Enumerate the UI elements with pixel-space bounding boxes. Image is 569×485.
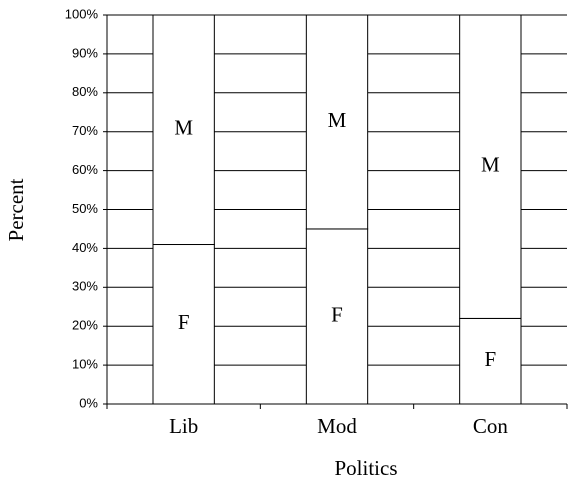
- y-tick-label: 0%: [79, 395, 98, 410]
- bar-segment: [305, 14, 369, 230]
- x-tick-label: Mod: [317, 414, 357, 438]
- y-tick-label: 20%: [72, 318, 98, 333]
- segment-label: F: [484, 347, 496, 371]
- bar-segment: [459, 317, 522, 405]
- y-axis-label: Percent: [4, 178, 28, 241]
- segment-label: F: [331, 302, 343, 326]
- segment-label: M: [481, 153, 500, 177]
- y-tick-label: 40%: [72, 240, 98, 255]
- y-tick-label: 100%: [65, 6, 99, 21]
- x-axis-label: Politics: [334, 456, 397, 480]
- bar-segment: [152, 244, 215, 405]
- segment-label: F: [178, 310, 190, 334]
- y-tick-label: 60%: [72, 162, 98, 177]
- bar-segment: [305, 228, 369, 405]
- segment-label: M: [174, 116, 193, 140]
- y-tick-label: 90%: [72, 45, 98, 60]
- y-tick-label: 80%: [72, 84, 98, 99]
- segment-label: M: [328, 108, 347, 132]
- y-tick-label: 70%: [72, 123, 98, 138]
- y-tick-label: 30%: [72, 279, 98, 294]
- x-tick-label: Con: [473, 414, 509, 438]
- x-tick-label: Lib: [169, 414, 198, 438]
- y-tick-label: 10%: [72, 357, 98, 372]
- y-tick-label: 50%: [72, 201, 98, 216]
- bar-segment: [152, 14, 215, 246]
- bar-segment: [459, 14, 522, 319]
